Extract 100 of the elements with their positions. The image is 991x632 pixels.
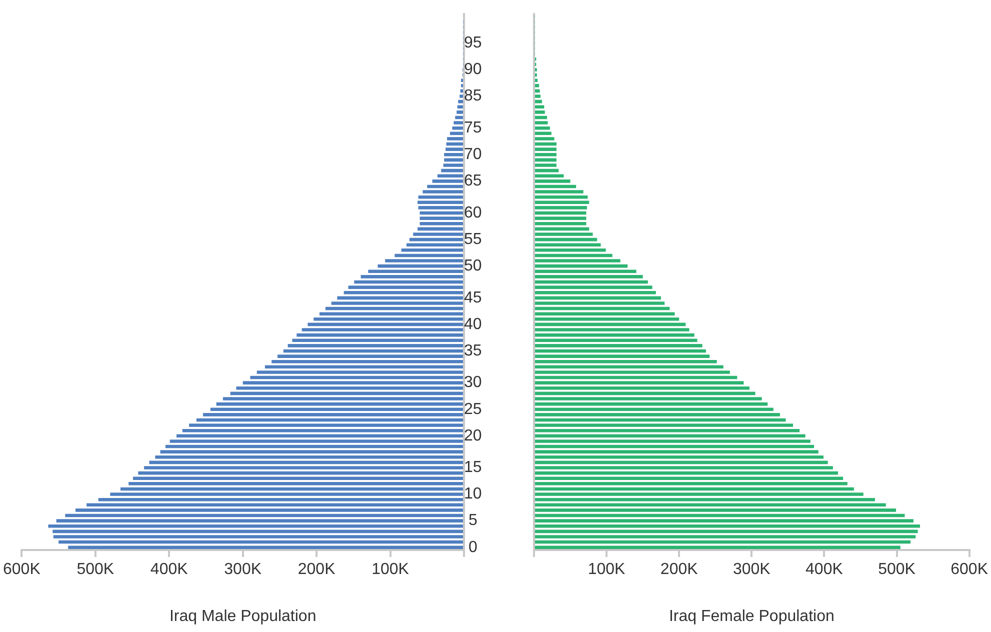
x-tick-label: 500K: [76, 561, 114, 578]
bar: [236, 386, 463, 390]
bar: [535, 508, 896, 512]
bar: [250, 376, 463, 380]
bar: [535, 243, 601, 246]
bar: [256, 370, 463, 374]
bar: [418, 206, 463, 210]
bar: [535, 168, 559, 172]
bar: [203, 413, 463, 416]
bar: [535, 535, 916, 538]
y-tick-label: 15: [464, 459, 482, 476]
bar: [48, 524, 463, 528]
bar: [535, 180, 570, 183]
x-tick-label: 400K: [150, 561, 188, 578]
bar: [535, 195, 588, 199]
bar: [272, 360, 463, 364]
x-tick-label: 600K: [2, 561, 41, 578]
bar: [160, 450, 463, 454]
bar: [394, 254, 463, 258]
bar: [535, 370, 730, 374]
bar: [535, 476, 844, 480]
bar: [420, 211, 463, 215]
bar: [535, 190, 584, 194]
bar: [368, 270, 463, 274]
bar: [535, 259, 620, 262]
bar: [149, 460, 463, 464]
bar: [378, 264, 463, 268]
bar: [216, 402, 463, 406]
bar: [535, 322, 686, 326]
bar: [86, 503, 463, 507]
bar: [535, 360, 717, 364]
bar: [56, 519, 463, 522]
bar: [455, 116, 463, 120]
bar: [447, 137, 463, 140]
bar: [535, 211, 586, 215]
bar: [446, 148, 463, 151]
bar: [535, 148, 556, 151]
y-tick-label: 35: [464, 342, 482, 360]
bar: [535, 238, 598, 242]
y-tick-label: 70: [464, 146, 482, 164]
bar: [535, 392, 756, 396]
x-tick-label: 300K: [732, 561, 771, 578]
bar: [535, 471, 838, 475]
bar: [360, 275, 463, 278]
bar: [331, 302, 463, 305]
bar: [422, 190, 463, 194]
bar: [418, 200, 463, 204]
y-tick-label: 45: [464, 289, 482, 306]
x-axis-title: Iraq Female Population: [668, 608, 834, 625]
bar: [176, 434, 463, 438]
bar: [535, 200, 590, 204]
bar: [53, 535, 463, 538]
y-tick-label: 20: [464, 427, 482, 444]
bar: [385, 259, 463, 262]
bar: [535, 434, 806, 438]
bar: [457, 105, 463, 109]
bar: [535, 450, 818, 454]
bar: [535, 328, 690, 332]
bar: [535, 184, 576, 188]
bar: [413, 232, 463, 236]
bar: [242, 381, 463, 384]
bar: [354, 280, 463, 284]
y-tick-label: 65: [464, 172, 482, 190]
bar: [210, 408, 463, 412]
bar: [535, 84, 540, 88]
bar: [189, 424, 463, 427]
bar: [535, 530, 918, 534]
bar: [344, 290, 463, 294]
bar: [535, 418, 786, 422]
bar: [535, 137, 554, 140]
bar: [441, 168, 463, 172]
bar: [535, 280, 648, 284]
bar: [98, 498, 463, 502]
bar: [144, 466, 463, 470]
bar: [222, 397, 463, 400]
bar: [420, 222, 463, 226]
bar: [446, 142, 463, 146]
bar: [337, 296, 463, 300]
bar: [308, 322, 463, 326]
x-tick-label: 100K: [372, 561, 410, 578]
bar: [427, 184, 463, 188]
bar: [535, 540, 911, 544]
bar: [535, 126, 550, 130]
bar: [418, 227, 463, 231]
bar: [535, 232, 593, 236]
x-tick-label: 200K: [660, 561, 698, 578]
y-tick-label: 30: [464, 374, 482, 392]
y-tick-label: 40: [464, 316, 482, 333]
bar: [138, 471, 463, 475]
bar: [535, 514, 905, 518]
bar: [535, 365, 724, 369]
bar: [535, 344, 702, 348]
bar: [535, 100, 542, 104]
bar: [535, 270, 636, 274]
bar: [535, 444, 814, 448]
bar: [456, 110, 463, 114]
y-tick-label: 85: [464, 88, 482, 105]
y-tick-label: 10: [464, 486, 482, 503]
bar: [133, 476, 463, 480]
bar: [444, 158, 463, 162]
